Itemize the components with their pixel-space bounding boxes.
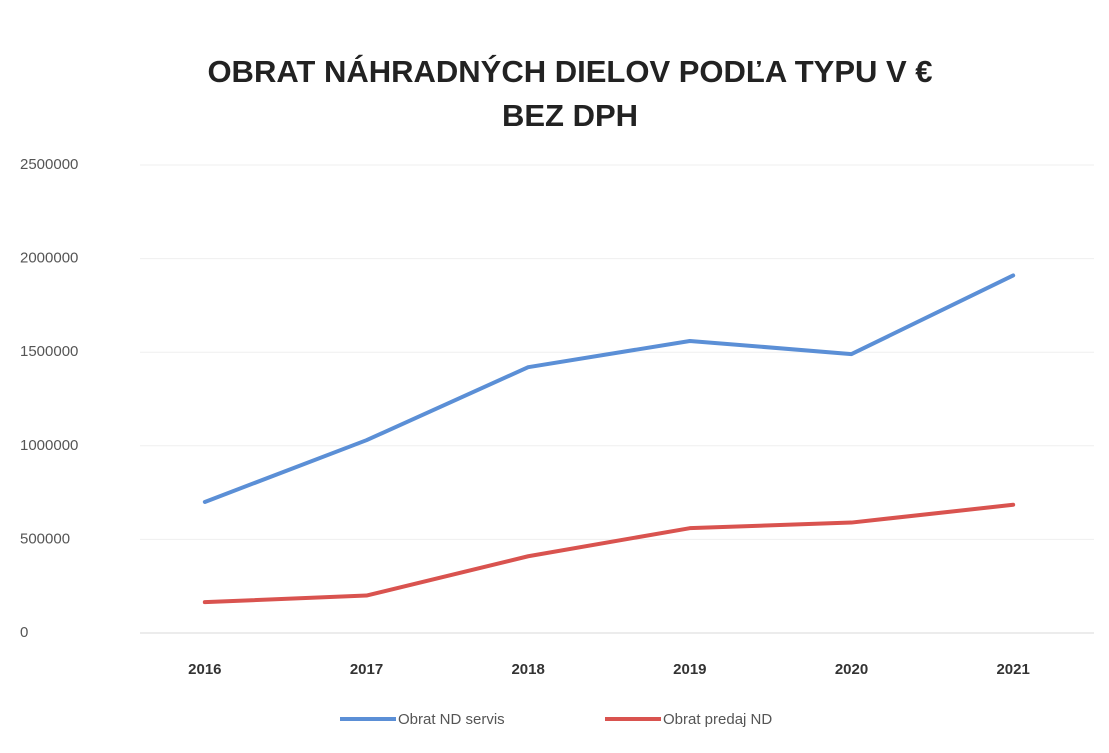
x-tick-label: 2021	[996, 661, 1029, 678]
legend-label: Obrat ND servis	[398, 711, 505, 728]
series-line	[202, 502, 1016, 605]
x-tick-label: 2017	[350, 661, 383, 678]
y-tick-label: 2000000	[20, 250, 78, 267]
y-tick-label: 500000	[20, 530, 70, 547]
y-tick-label: 1500000	[20, 343, 78, 360]
x-tick-label: 2018	[511, 661, 544, 678]
x-tick-label: 2016	[188, 661, 221, 678]
series-line	[202, 273, 1016, 504]
x-tick-label: 2019	[673, 661, 706, 678]
x-tick-label: 2020	[835, 661, 868, 678]
legend-label: Obrat predaj ND	[663, 711, 772, 728]
y-tick-label: 1000000	[20, 437, 78, 454]
y-tick-label: 2500000	[20, 156, 78, 173]
chart-title: OBRAT NÁHRADNÝCH DIELOV PODĽA TYPU V €	[207, 54, 932, 89]
y-tick-label: 0	[20, 624, 28, 641]
chart-title: BEZ DPH	[502, 98, 638, 133]
